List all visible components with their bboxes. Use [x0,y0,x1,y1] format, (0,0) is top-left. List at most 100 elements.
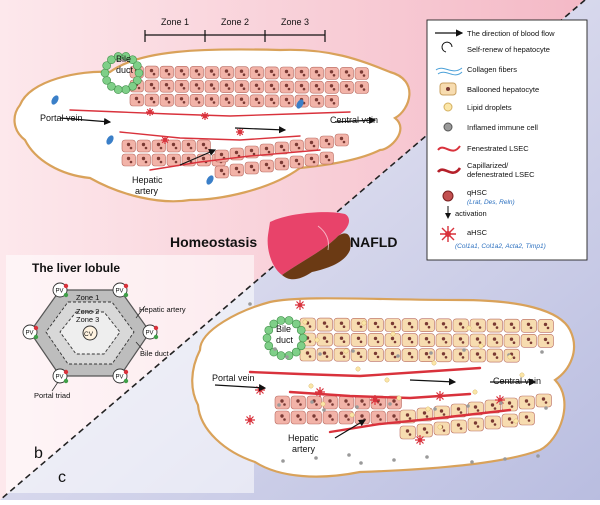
hepatocyte-nucleus [282,164,286,168]
hepatocyte-nucleus [179,83,184,87]
lipid-droplet [355,366,361,372]
lobule-portal-triad: Portal triad [34,391,70,400]
hepatocyte-nucleus [182,101,186,104]
legend-activation: activation [455,209,487,218]
hepatocyte-nucleus [332,88,336,91]
ahsc-body [418,438,422,442]
ahsc-cell [435,391,445,401]
lipid-droplet [478,343,484,349]
hepatocyte-nucleus [441,337,446,341]
hepatocyte-nucleus [257,101,261,105]
hepatocyte-nucleus [458,352,463,356]
hepatocyte-nucleus [252,168,256,172]
hepatocyte-nucleus [126,142,131,147]
ahsc-cell [315,387,325,397]
ahsc-icon [440,226,456,242]
hepatocyte-nucleus [179,97,184,101]
hepatocyte-nucleus [144,146,148,150]
zone-1-label: Zone 1 [161,17,189,27]
hepatocyte-nucleus [299,403,302,406]
hepatocyte-nucleus [476,409,480,412]
hepatocyte-nucleus [441,352,446,356]
top-hepatic-artery-label-2: artery [135,186,159,196]
hepatocyte-nucleus [299,83,304,88]
immune-cell [281,459,285,463]
liver-lobule-diagram: PV PV PV PV PV PV [22,282,159,384]
hepatocyte-nucleus [395,418,398,421]
bile-duct-cell [107,55,116,65]
hepatocyte-nucleus [510,421,514,424]
hepatocyte-nucleus [390,351,395,356]
hepatocyte-nucleus [425,431,429,434]
panel-b-label: b [34,445,43,462]
hepatocyte-nucleus [144,160,148,164]
hepatocyte-nucleus [325,325,329,328]
hepatocyte-nucleus [257,73,261,77]
liver-icon [267,212,351,280]
hepatocyte-nucleus [373,336,378,341]
bottom-hepatic-artery-label-1: Hepatic [288,433,319,443]
hepatocyte-nucleus [299,69,304,74]
ahsc-body [248,418,252,422]
portal-vein-node [112,282,128,298]
hepatocyte-nucleus [152,100,156,104]
hepatocyte-nucleus [393,355,397,359]
nafld-label: NAFLD [350,234,397,250]
hepatocyte-nucleus [359,70,364,74]
hepatocyte-nucleus [507,417,512,421]
top-bile-duct-label-1: Bile [116,54,131,64]
lipid-droplet [472,389,478,395]
hepatocyte-nucleus [407,351,412,356]
hepatocyte-nucleus [269,97,274,102]
bile-duct-cell [134,68,144,78]
hepatocyte-nucleus [527,419,531,422]
immune-cell [396,354,400,358]
hepatic-artery-node [123,369,129,375]
hepatocyte-nucleus [324,138,329,143]
hepatocyte-nucleus [224,83,229,87]
hepatocyte-nucleus [332,102,336,105]
hepatocyte-nucleus [249,164,254,169]
zone-3-label: Zone 3 [281,17,309,27]
hepatocyte-nucleus [339,136,344,141]
hepatocyte-nucleus [405,413,410,417]
hepatocyte-nucleus [422,427,427,431]
hepatocyte-nucleus [308,355,312,358]
hepatocyte-nucleus [194,83,199,87]
bile-duct-cell [291,319,301,329]
hepatocyte-nucleus [149,82,154,87]
zone-bracket [144,30,326,42]
lipid-droplet [320,401,326,407]
hepatocyte-nucleus [332,74,336,77]
hepatocyte-nucleus [473,421,478,425]
hepatocyte-nucleus [182,73,186,76]
hepatocyte-nucleus [242,101,246,104]
hepatocyte-nucleus [392,414,396,418]
hepatocyte-nucleus [392,399,396,403]
immune-cell [540,350,544,354]
hepatocyte-nucleus [347,418,350,421]
lipid-droplet [466,325,472,331]
hepatocyte-nucleus [331,403,334,406]
bottom-central-vein-label: Central vein [493,376,541,386]
hepatocyte-nucleus [152,72,156,76]
bile-duct-cell [133,76,142,85]
hepatocyte-nucleus [212,101,216,104]
hepatocyte-nucleus [322,336,327,340]
hepatocyte-nucleus [254,69,259,74]
lobule-zone3: Zone 3 [76,315,99,324]
top-portal-vein-label: Portal vein [40,113,83,123]
hepatocyte-nucleus [242,73,246,76]
hepatocyte-nucleus [444,356,448,359]
hepatocyte-nucleus [283,418,286,421]
lsec [248,366,482,378]
ahsc-body [148,110,152,114]
hepatocyte-nucleus [408,433,412,436]
lsec [69,109,351,117]
legend-ballooned: Ballooned hepatocyte [467,85,539,94]
lsec [119,131,301,141]
bile-duct-cell [128,55,137,65]
hepatocyte-nucleus [312,160,316,164]
lipid-droplet [519,372,525,378]
hepatocyte-nucleus [201,156,206,161]
